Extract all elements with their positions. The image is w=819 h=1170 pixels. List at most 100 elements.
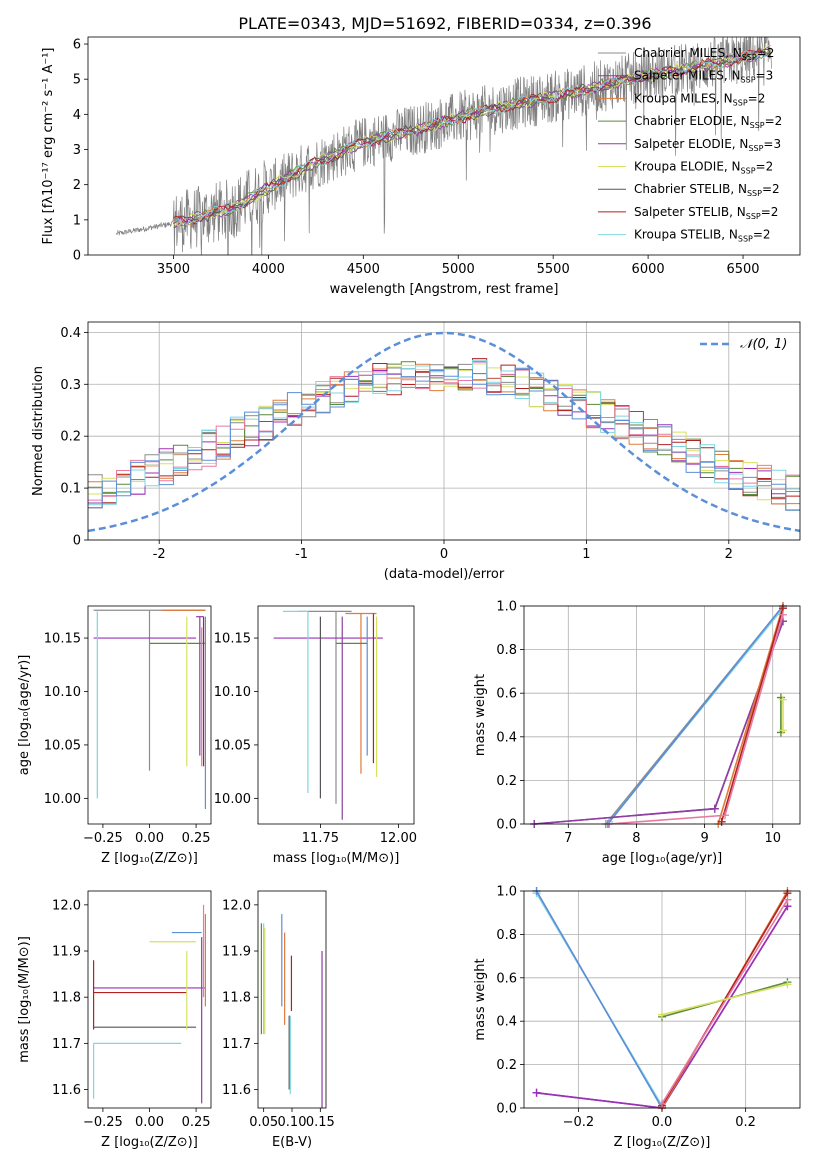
residual-histogram-step bbox=[88, 367, 800, 511]
legend-label: Salpeter STELIB, NSSP=2 bbox=[634, 205, 778, 221]
model-spectrum-line bbox=[173, 49, 771, 225]
errorbar-point bbox=[345, 612, 377, 774]
y-tick-label: 11.6 bbox=[222, 1083, 251, 1098]
x-tick-label: −0.25 bbox=[83, 831, 123, 846]
legend-label-tail: =2 bbox=[762, 182, 780, 196]
y-tick-label: 11.7 bbox=[52, 1037, 81, 1052]
errorbar-point bbox=[93, 609, 206, 771]
weight-series-line bbox=[717, 605, 784, 825]
weight-marker bbox=[783, 980, 792, 989]
y-tick-label: 11.9 bbox=[52, 945, 81, 960]
legend-label-tail: =2 bbox=[753, 228, 771, 242]
weight-marker bbox=[658, 1010, 666, 1019]
x-tick-label: 0.10 bbox=[278, 1115, 307, 1130]
x-tick-label: −0.25 bbox=[83, 1115, 123, 1130]
legend-label: Chabrier MILES, NSSP=2 bbox=[634, 46, 774, 62]
legend-label-subscript: SSP bbox=[733, 98, 748, 107]
legend-label-subscript: SSP bbox=[741, 76, 756, 85]
weight-marker bbox=[783, 895, 792, 904]
legend-label: Salpeter ELODIE, NSSP=3 bbox=[634, 137, 781, 153]
legend-label-main: Salpeter STELIB, N bbox=[634, 205, 746, 219]
x-tick-label: 0.25 bbox=[182, 1115, 211, 1130]
axes-weight_vs_Z: −0.2 0.0 0.2 0.0 0.2 0.4 0.6 0.8 1.0 Z [log₁₀(Z/Z… bbox=[473, 885, 801, 1150]
y-tick-label: 10.15 bbox=[44, 632, 81, 647]
axes-frame bbox=[257, 605, 415, 825]
x-tick-label: 0.00 bbox=[135, 1115, 164, 1130]
legend-label-subscript: SSP bbox=[742, 53, 757, 62]
legend-label: Kroupa STELIB, NSSP=2 bbox=[634, 228, 771, 244]
y-tick-label: 10.00 bbox=[214, 792, 251, 807]
legend-label-main: Salpeter MILES, N bbox=[634, 69, 741, 83]
errorbar-point bbox=[298, 610, 352, 804]
weight-series-line bbox=[720, 607, 784, 823]
legend-label-main: Chabrier STELIB, N bbox=[634, 182, 747, 196]
axes-weight_vs_age: 7 8 9 10 0.0 0.2 0.4 0.6 0.8 1.0 age [log₁₀(age/yr… bbox=[473, 600, 801, 866]
weight-marker bbox=[710, 804, 719, 813]
y-axis-label: Normed distribution bbox=[31, 366, 46, 496]
x-axis-label: age [log₁₀(age/yr)] bbox=[602, 851, 723, 866]
legend-label-subscript: SSP bbox=[750, 121, 765, 130]
y-tick-label: 11.6 bbox=[52, 1083, 81, 1098]
y-tick-label: 11.8 bbox=[222, 991, 251, 1006]
x-tick-label: 4500 bbox=[347, 262, 380, 277]
legend-label-main: Kroupa ELODIE, N bbox=[634, 160, 741, 174]
axes-frame bbox=[523, 605, 801, 825]
model-spectrum-line bbox=[173, 44, 771, 228]
residual-histogram-step bbox=[88, 363, 800, 511]
weight-series-line bbox=[609, 614, 784, 825]
legend-label-tail: =3 bbox=[763, 137, 781, 151]
legend-label-subscript: SSP bbox=[748, 144, 763, 153]
y-tick-label: 0.1 bbox=[60, 482, 81, 497]
x-tick-label: 6500 bbox=[726, 262, 759, 277]
x-tick-label: 3500 bbox=[157, 262, 190, 277]
axes-residuals: -2 -1 0 1 2 0 0.1 0.2 0.3 0.4 (data-model)/error No… bbox=[31, 321, 801, 582]
legend-label-subscript: SSP bbox=[738, 235, 753, 244]
weight-marker bbox=[658, 1099, 666, 1108]
y-tick-label: 10.15 bbox=[214, 632, 251, 647]
x-tick-label: −0.2 bbox=[563, 1115, 595, 1130]
y-axis-label: mass [log₁₀(M/M⊙)] bbox=[17, 936, 32, 1063]
y-axis-label: Flux [fλ10⁻¹⁷ erg cm⁻² s⁻¹ A⁻¹] bbox=[41, 48, 56, 245]
y-axis-label: mass weight bbox=[473, 674, 488, 756]
legend-label-tail: =2 bbox=[765, 114, 783, 128]
weight-marker bbox=[778, 726, 787, 735]
x-tick-label: 10 bbox=[764, 831, 781, 846]
axes-frame bbox=[257, 890, 327, 1109]
y-tick-label: 0.6 bbox=[496, 971, 517, 986]
x-tick-label: 0.00 bbox=[135, 831, 164, 846]
legend-label-tail: =2 bbox=[748, 91, 766, 105]
x-tick-label: 1 bbox=[582, 547, 590, 562]
y-tick-label: 0 bbox=[73, 534, 81, 549]
model-spectrum-line bbox=[173, 47, 771, 225]
x-axis-label: mass [log₁₀(M/M⊙)] bbox=[273, 851, 400, 866]
weight-marker bbox=[778, 695, 787, 704]
axes-frame bbox=[87, 605, 212, 825]
legend-label: 𝒩(0, 1) bbox=[740, 337, 787, 352]
y-tick-label: 0.4 bbox=[496, 1015, 517, 1030]
x-axis-label: Z [log₁₀(Z/Z⊙)] bbox=[101, 851, 198, 866]
x-tick-label: 0 bbox=[440, 547, 448, 562]
normal-distribution-curve bbox=[88, 331, 800, 533]
x-axis-label: Z [log₁₀(Z/Z⊙)] bbox=[101, 1135, 198, 1150]
x-tick-label: 12.00 bbox=[380, 831, 417, 846]
x-tick-label: 11.75 bbox=[302, 831, 339, 846]
legend-label-main: Salpeter ELODIE, N bbox=[634, 137, 748, 151]
x-tick-label: 0.2 bbox=[735, 1115, 756, 1130]
x-tick-label: 4000 bbox=[252, 262, 285, 277]
x-axis-label: (data-model)/error bbox=[384, 567, 505, 582]
x-axis-label: Z [log₁₀(Z/Z⊙)] bbox=[614, 1135, 711, 1150]
axes-age_vs_mass: 11.75 12.00 10.00 10.05 10.10 10.15 mass [log₁… bbox=[214, 605, 417, 866]
x-tick-label: 7 bbox=[564, 831, 572, 846]
y-tick-label: 11.8 bbox=[52, 991, 81, 1006]
legend-label-subscript: SSP bbox=[746, 212, 761, 221]
legend-label: Kroupa MILES, NSSP=2 bbox=[634, 91, 765, 107]
legend-label-tail: =2 bbox=[761, 205, 779, 219]
weight-marker bbox=[532, 1088, 541, 1097]
weight-marker bbox=[721, 811, 730, 820]
y-tick-label: 1 bbox=[73, 213, 81, 228]
legend-label: Salpeter MILES, NSSP=3 bbox=[634, 69, 773, 85]
y-tick-label: 5 bbox=[73, 73, 81, 88]
y-tick-label: 0.2 bbox=[496, 774, 517, 789]
x-tick-label: 8 bbox=[632, 831, 640, 846]
